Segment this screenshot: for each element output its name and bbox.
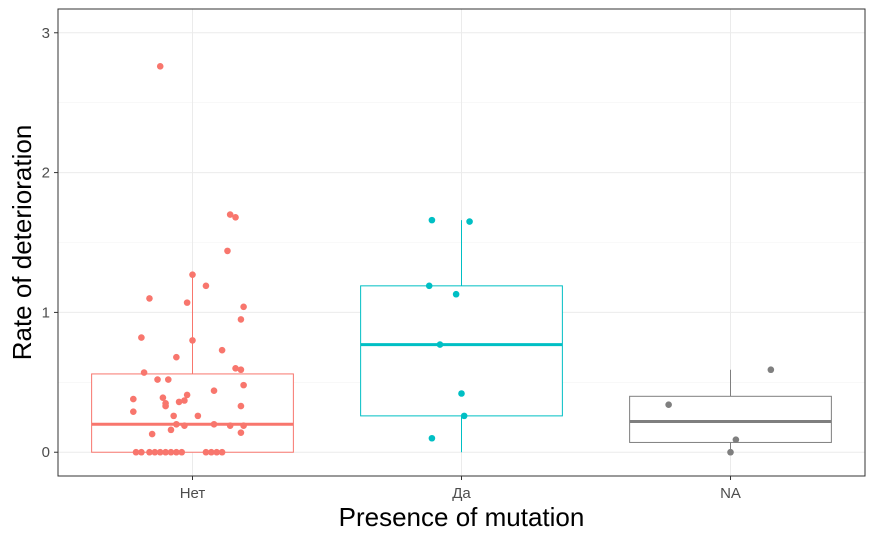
data-point <box>240 381 247 389</box>
data-point <box>240 303 247 311</box>
data-point <box>151 448 159 456</box>
data-point <box>132 448 140 456</box>
data-point <box>210 387 218 395</box>
axes: 0 1 2 3 Нет Да NA <box>42 25 741 502</box>
x-tick-label: Да <box>452 485 471 502</box>
data-point <box>130 408 137 415</box>
data-point <box>162 448 169 456</box>
data-point <box>170 412 177 420</box>
data-point <box>460 412 468 420</box>
y-tick-label: 0 <box>42 444 50 461</box>
y-tick-label: 3 <box>42 25 50 42</box>
data-point <box>181 422 188 429</box>
data-point <box>156 63 164 70</box>
data-point <box>173 448 180 456</box>
data-point <box>164 376 172 383</box>
data-point <box>665 401 672 408</box>
data-point <box>458 390 465 397</box>
data-point <box>436 341 444 348</box>
data-point <box>138 448 145 456</box>
data-point <box>173 420 180 428</box>
data-point <box>140 369 148 376</box>
x-tick-label: NA <box>720 485 741 502</box>
data-point <box>162 402 169 410</box>
data-point <box>210 420 218 428</box>
x-tick-label: Нет <box>180 485 206 502</box>
data-point <box>232 214 239 221</box>
data-point <box>159 394 167 402</box>
data-point <box>183 391 191 399</box>
data-point <box>202 282 210 290</box>
data-point <box>148 430 156 438</box>
data-point <box>202 448 210 456</box>
data-point <box>767 366 775 374</box>
data-point <box>452 290 460 298</box>
data-point <box>237 316 245 323</box>
data-point <box>237 366 245 374</box>
data-point <box>727 448 734 456</box>
data-point <box>428 216 436 224</box>
data-point <box>194 412 202 420</box>
data-point <box>175 398 183 406</box>
data-point <box>425 282 433 290</box>
data-point <box>213 448 221 456</box>
y-tick-label: 2 <box>42 165 50 182</box>
data-point <box>189 271 196 278</box>
data-point <box>237 402 245 410</box>
data-point <box>173 353 180 361</box>
data-point <box>167 426 175 434</box>
data-point <box>154 376 161 383</box>
data-point <box>183 299 191 306</box>
data-point <box>224 247 231 255</box>
box <box>629 395 832 443</box>
data-point <box>232 365 239 372</box>
data-point <box>732 436 740 443</box>
data-point <box>218 448 226 456</box>
data-point <box>138 334 145 341</box>
data-point <box>178 448 186 456</box>
y-axis-title: Rate of deterioration <box>7 125 37 361</box>
data-point <box>189 337 196 344</box>
x-axis-title: Presence of mutation <box>339 502 585 532</box>
data-point <box>226 211 234 218</box>
data-point <box>146 448 153 456</box>
box <box>91 373 294 453</box>
data-point <box>428 434 436 442</box>
data-point <box>240 422 247 429</box>
data-point <box>218 346 226 354</box>
data-point <box>208 448 215 456</box>
data-point <box>226 422 234 429</box>
data-point <box>146 295 153 302</box>
data-point <box>181 397 188 404</box>
y-tick-label: 1 <box>42 304 50 321</box>
data-point <box>466 218 473 225</box>
data-point <box>237 429 245 436</box>
data-point <box>156 448 164 456</box>
data-point <box>130 395 137 403</box>
points <box>130 63 775 456</box>
data-point <box>167 448 175 456</box>
